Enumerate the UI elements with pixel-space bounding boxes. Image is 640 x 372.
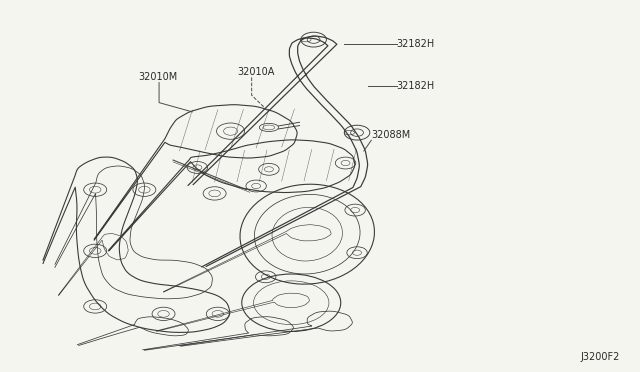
Text: 32182H: 32182H (397, 39, 435, 49)
Text: 32182H: 32182H (397, 81, 435, 91)
Text: 32010A: 32010A (237, 67, 275, 77)
Text: 32010M: 32010M (138, 72, 177, 82)
Text: J3200F2: J3200F2 (580, 352, 620, 362)
Text: 32088M: 32088M (371, 130, 410, 140)
